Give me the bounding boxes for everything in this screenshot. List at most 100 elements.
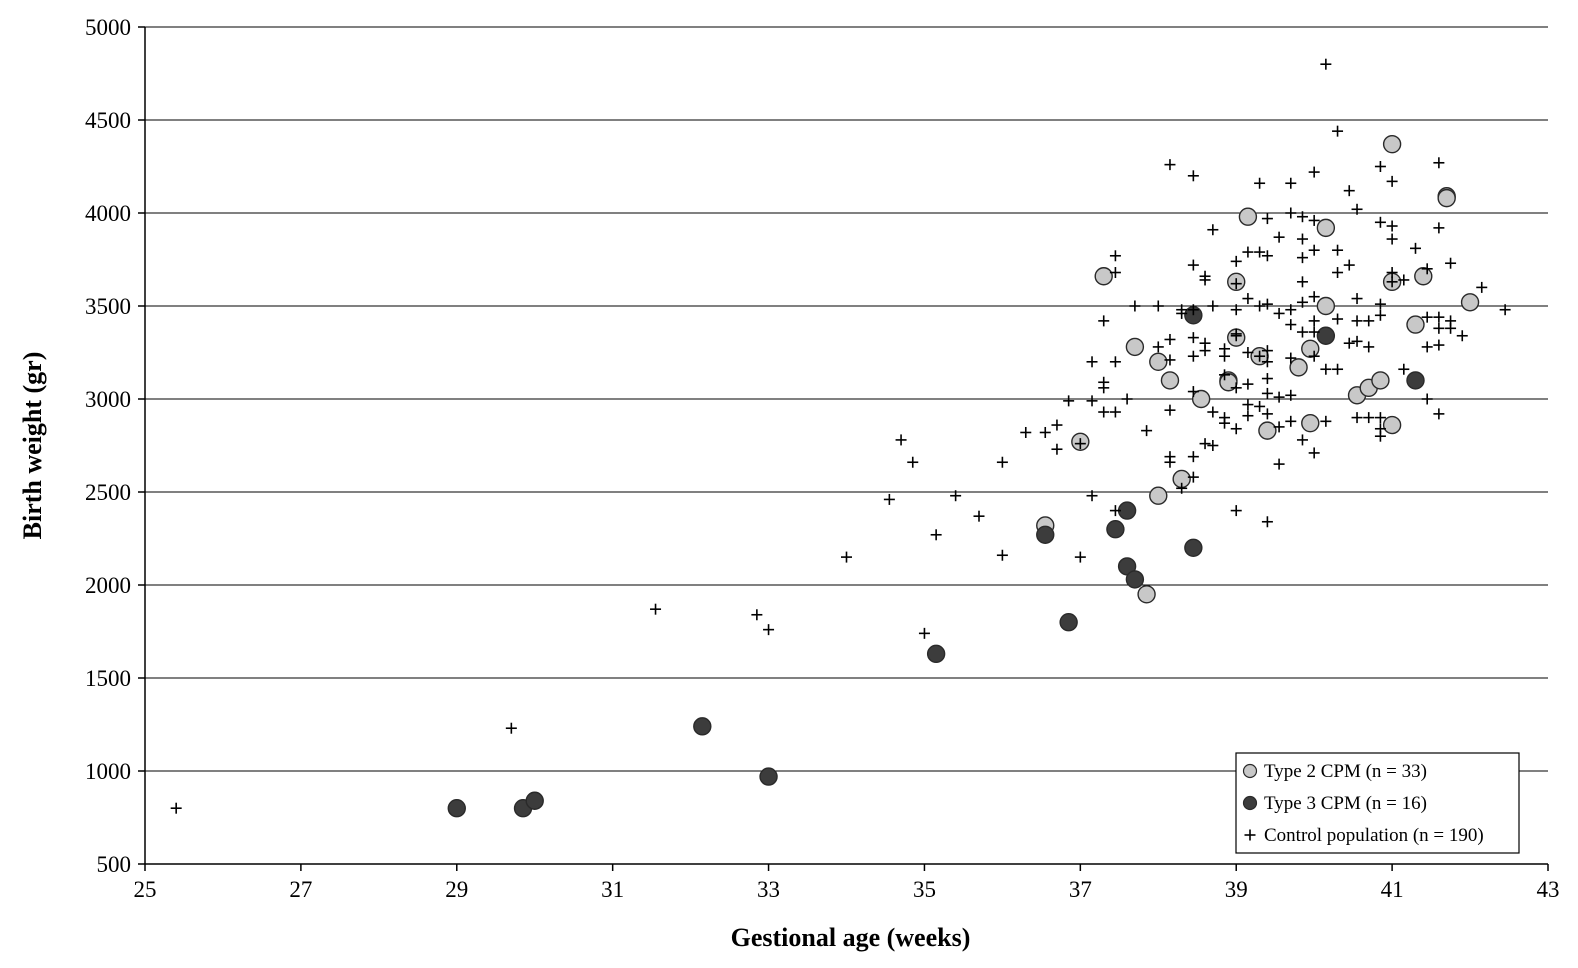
legend-marker bbox=[1242, 763, 1258, 779]
data-point bbox=[1187, 170, 1199, 182]
data-point bbox=[1406, 371, 1425, 390]
data-point bbox=[1254, 300, 1266, 312]
data-point bbox=[1261, 356, 1273, 368]
data-point bbox=[918, 627, 930, 639]
data-point bbox=[1187, 259, 1199, 271]
data-point bbox=[1308, 244, 1320, 256]
data-point bbox=[1219, 350, 1231, 362]
data-point bbox=[1332, 125, 1344, 137]
data-point bbox=[1351, 293, 1363, 305]
data-point bbox=[1414, 267, 1433, 286]
data-point bbox=[1285, 177, 1297, 189]
legend-label: Type 2 CPM (n = 33) bbox=[1264, 761, 1427, 782]
y-tick-label: 1000 bbox=[85, 759, 131, 784]
data-point bbox=[1149, 486, 1168, 505]
data-point bbox=[1187, 350, 1199, 362]
data-point bbox=[1149, 352, 1168, 371]
data-point bbox=[1386, 175, 1398, 187]
data-point bbox=[1098, 315, 1110, 327]
data-point bbox=[1296, 434, 1308, 446]
data-point bbox=[1242, 246, 1254, 258]
data-point bbox=[1254, 177, 1266, 189]
data-point bbox=[1098, 382, 1110, 394]
data-point bbox=[1199, 274, 1211, 286]
data-point bbox=[751, 609, 763, 621]
data-point bbox=[1386, 220, 1398, 232]
data-point bbox=[1051, 443, 1063, 455]
data-point bbox=[1289, 358, 1308, 377]
data-point bbox=[1187, 332, 1199, 344]
data-point bbox=[1460, 293, 1480, 312]
data-point bbox=[1301, 413, 1320, 433]
data-point bbox=[1332, 313, 1344, 325]
data-point bbox=[1207, 406, 1219, 418]
data-point bbox=[1374, 216, 1386, 228]
data-point bbox=[1285, 319, 1297, 331]
data-point bbox=[1164, 456, 1176, 468]
data-point bbox=[1261, 250, 1273, 262]
data-point bbox=[1230, 304, 1242, 316]
x-tick-label: 33 bbox=[757, 877, 780, 902]
data-point bbox=[1374, 309, 1386, 321]
legend-item: Type 2 CPM (n = 33) bbox=[1242, 761, 1427, 782]
data-point bbox=[1137, 585, 1156, 604]
data-point bbox=[1230, 278, 1242, 290]
y-tick-labels: 500 1000 1500 2000 2500 3000 3500 4000 4500 5000 bbox=[85, 15, 145, 877]
x-tick-label: 39 bbox=[1225, 877, 1248, 902]
x-tick-label: 43 bbox=[1537, 877, 1560, 902]
y-tick-label: 2000 bbox=[85, 573, 131, 598]
data-point bbox=[1386, 267, 1398, 279]
data-point bbox=[1421, 341, 1433, 353]
data-point bbox=[1433, 322, 1445, 334]
data-point bbox=[1371, 371, 1390, 390]
data-point bbox=[1164, 404, 1176, 416]
data-point bbox=[1199, 345, 1211, 357]
data-point bbox=[1343, 337, 1355, 349]
data-point bbox=[1141, 425, 1153, 437]
series-1 bbox=[1036, 134, 1480, 604]
x-tick-label: 25 bbox=[134, 877, 157, 902]
data-point bbox=[1398, 363, 1410, 375]
data-point bbox=[1433, 157, 1445, 169]
data-point bbox=[1187, 304, 1199, 316]
data-point bbox=[1086, 490, 1098, 502]
data-point bbox=[1059, 613, 1078, 632]
data-point bbox=[1176, 482, 1188, 494]
data-point bbox=[1254, 400, 1266, 412]
data-point bbox=[1207, 300, 1219, 312]
data-point bbox=[1261, 213, 1273, 225]
legend-item: Control population (n = 190) bbox=[1244, 825, 1484, 846]
data-point bbox=[1219, 417, 1231, 429]
data-point bbox=[1074, 438, 1086, 450]
data-point bbox=[1320, 415, 1332, 427]
gridlines bbox=[145, 26, 1548, 772]
data-point bbox=[1296, 326, 1308, 338]
data-point bbox=[1230, 423, 1242, 435]
data-point bbox=[693, 717, 712, 736]
data-point bbox=[447, 799, 466, 818]
data-point bbox=[1308, 350, 1320, 362]
data-point bbox=[1184, 538, 1203, 557]
data-point bbox=[1273, 458, 1285, 470]
data-point bbox=[1152, 341, 1164, 353]
x-tick-label: 27 bbox=[289, 877, 312, 902]
data-point bbox=[1191, 389, 1211, 409]
data-point bbox=[1242, 410, 1254, 422]
data-point bbox=[1086, 356, 1098, 368]
data-point bbox=[170, 802, 182, 814]
data-point bbox=[505, 722, 517, 734]
data-point bbox=[1106, 520, 1125, 539]
data-point bbox=[1109, 505, 1121, 517]
data-point bbox=[1363, 412, 1375, 424]
data-points bbox=[170, 58, 1511, 818]
data-point bbox=[1316, 218, 1336, 238]
y-tick-label: 4000 bbox=[85, 201, 131, 226]
y-tick-label: 4500 bbox=[85, 108, 131, 133]
legend-marker bbox=[1242, 795, 1258, 811]
data-point bbox=[950, 490, 962, 502]
data-point bbox=[1374, 298, 1386, 310]
data-point bbox=[1242, 347, 1254, 358]
data-point bbox=[650, 603, 662, 615]
data-point bbox=[1296, 276, 1308, 288]
data-point bbox=[895, 434, 907, 446]
